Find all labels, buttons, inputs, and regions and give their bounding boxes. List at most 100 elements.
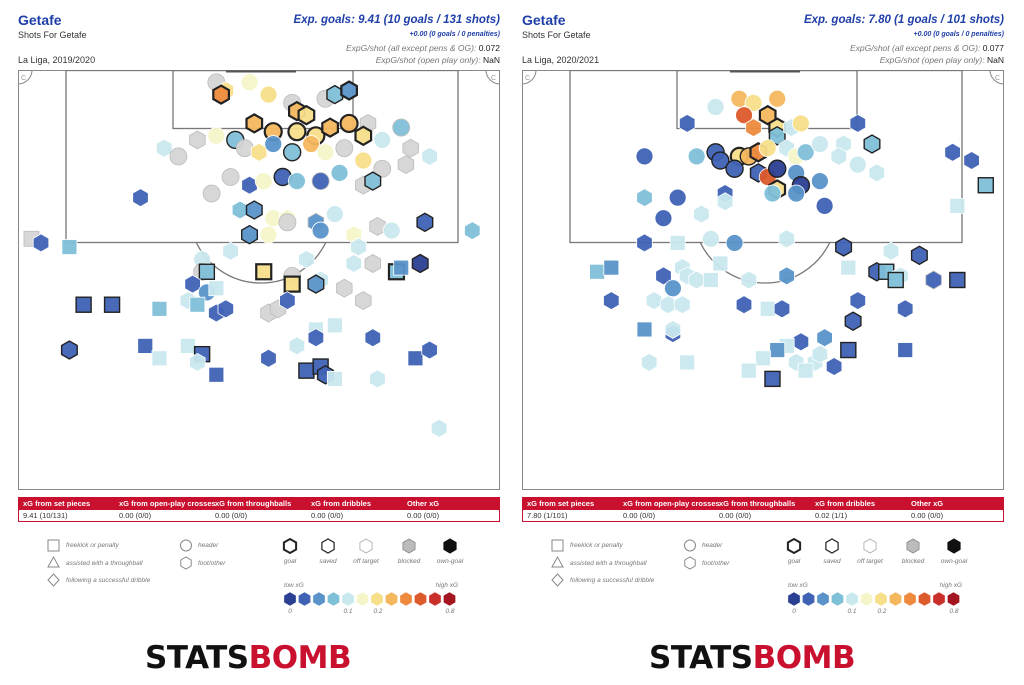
xg-header-throughballs: xG from throughballs	[719, 499, 796, 508]
shot-freekick	[393, 259, 410, 276]
xg-breakdown-values: 7.80 (1/101) 0.00 (0/0) 0.00 (0/0) 0.02 …	[523, 510, 1003, 521]
shot-freekick	[179, 338, 196, 354]
shot-header	[259, 225, 278, 244]
legend-shape-label: following a successful dribble	[570, 577, 655, 584]
shot-foot	[811, 344, 829, 364]
legend-color-swatch	[356, 591, 369, 607]
xg-value-other: 0.00 (0/0)	[407, 511, 440, 520]
legend-outcome-label: goal	[788, 558, 801, 565]
shot-foot	[402, 138, 419, 158]
legend-tick-label: 0.8	[949, 608, 958, 615]
shot-foot	[844, 311, 862, 332]
panel-2019-2020: Getafe Shots For Getafe La Liga, 2019/20…	[14, 0, 504, 685]
shot-foot	[288, 336, 306, 356]
legend-color-swatch	[327, 591, 340, 607]
legend-outcome-label: own-goal	[437, 558, 464, 565]
chart-subtitle: Shots For Getafe	[522, 30, 591, 40]
legend-shape-label: header	[198, 542, 219, 549]
shot-header	[787, 184, 806, 203]
shot-foot	[603, 291, 620, 311]
legend-outcome-label: saved	[823, 558, 841, 565]
shot-freekick	[769, 342, 786, 358]
shot-freekick	[764, 370, 781, 388]
shot-foot	[350, 237, 367, 257]
shot-header	[668, 188, 687, 207]
xg-header-crosses: xG from open-play crosses	[623, 499, 720, 508]
legend-color-swatch	[816, 591, 830, 607]
legend-shape-label: assisted with a throughball	[570, 560, 647, 567]
corner-arc-left	[522, 70, 537, 85]
legend-outcome-icon	[321, 538, 335, 554]
shot-header	[373, 131, 392, 149]
xg-breakdown-header: xG from set pieces xG from open-play cro…	[523, 498, 1003, 510]
xg-value-crosses: 0.00 (0/0)	[623, 511, 656, 520]
legend-outcome-label: blocked	[902, 558, 925, 565]
shot-header	[288, 172, 306, 191]
shot-header	[282, 143, 302, 162]
legend-tick-label: 0.8	[445, 608, 454, 615]
shot-header	[392, 118, 411, 137]
corner-arc-right	[989, 70, 1004, 85]
xg-value-dribbles: 0.00 (0/0)	[311, 511, 344, 520]
shot-foot	[279, 291, 296, 311]
xg-value-other: 0.00 (0/0)	[911, 511, 944, 520]
shot-foot	[307, 328, 325, 348]
legend-outcome-icon	[863, 538, 877, 554]
shot-foot	[693, 204, 710, 224]
shot-header	[792, 114, 810, 133]
shot-freekick	[589, 263, 605, 280]
xg-per-shot-line: ExpG/shot (all except pens & OG): 0.072	[346, 43, 500, 53]
shot-header	[768, 89, 787, 108]
shot-header	[768, 159, 787, 178]
legend-outcome-icon	[947, 538, 961, 554]
shot-header	[207, 126, 226, 145]
shot-foot	[910, 245, 928, 266]
xg-header-set-pieces: xG from set pieces	[527, 499, 595, 508]
shot-foot	[421, 146, 438, 166]
shot-foot	[212, 84, 230, 105]
shot-freekick	[298, 362, 315, 379]
xg-per-shot-value: 0.072	[478, 43, 500, 53]
xg-per-shot-label: ExpG/shot (all except pens & OG):	[849, 43, 981, 53]
shot-foot	[345, 254, 363, 273]
shot-foot	[340, 80, 358, 101]
shot-freekick	[759, 300, 776, 317]
chart-legend: freekick or penalty assisted with a throu…	[18, 535, 500, 625]
xg-per-shot-value: 0.077	[982, 43, 1004, 53]
legend-color-swatch	[298, 591, 311, 607]
shot-foot	[411, 253, 429, 274]
legend-tick-label: 0.1	[343, 608, 352, 615]
shot-header	[711, 151, 730, 170]
shot-foot	[364, 328, 382, 348]
shot-header	[335, 139, 354, 158]
shot-foot	[155, 138, 173, 158]
shot-header	[810, 172, 829, 191]
shot-header	[815, 196, 834, 215]
expected-goals-summary: Exp. goals: 9.41 (10 goals / 131 shots)	[293, 14, 500, 26]
legend-outcome-icon	[443, 538, 457, 554]
xg-header-set-pieces: xG from set pieces	[23, 499, 91, 508]
legend-square-icon	[47, 539, 60, 552]
shot-foot	[678, 113, 696, 133]
shot-freekick	[198, 263, 216, 280]
corner-arc-left	[18, 70, 33, 85]
legend-diamond-icon	[47, 573, 60, 587]
shot-header	[848, 155, 867, 174]
shot-foot	[430, 418, 448, 438]
legend-outcome-label: saved	[319, 558, 337, 565]
legend-color-swatch	[903, 591, 917, 607]
shot-foot	[464, 221, 481, 241]
shot-freekick	[208, 366, 225, 383]
shot-header	[706, 98, 725, 116]
shot-foot	[397, 155, 415, 175]
shot-foot	[250, 142, 268, 162]
legend-tick-label: 0	[288, 608, 292, 615]
shot-foot	[231, 200, 249, 220]
legend-color-swatch	[947, 591, 960, 607]
panel-2020-2021: Getafe Shots For Getafe La Liga, 2020/20…	[518, 0, 1008, 685]
shot-header	[302, 135, 321, 153]
legend-shape-label: assisted with a throughball	[66, 560, 143, 567]
shot-foot	[963, 151, 980, 170]
xg-value-throughballs: 0.00 (0/0)	[215, 511, 248, 520]
shot-foot	[222, 241, 239, 261]
